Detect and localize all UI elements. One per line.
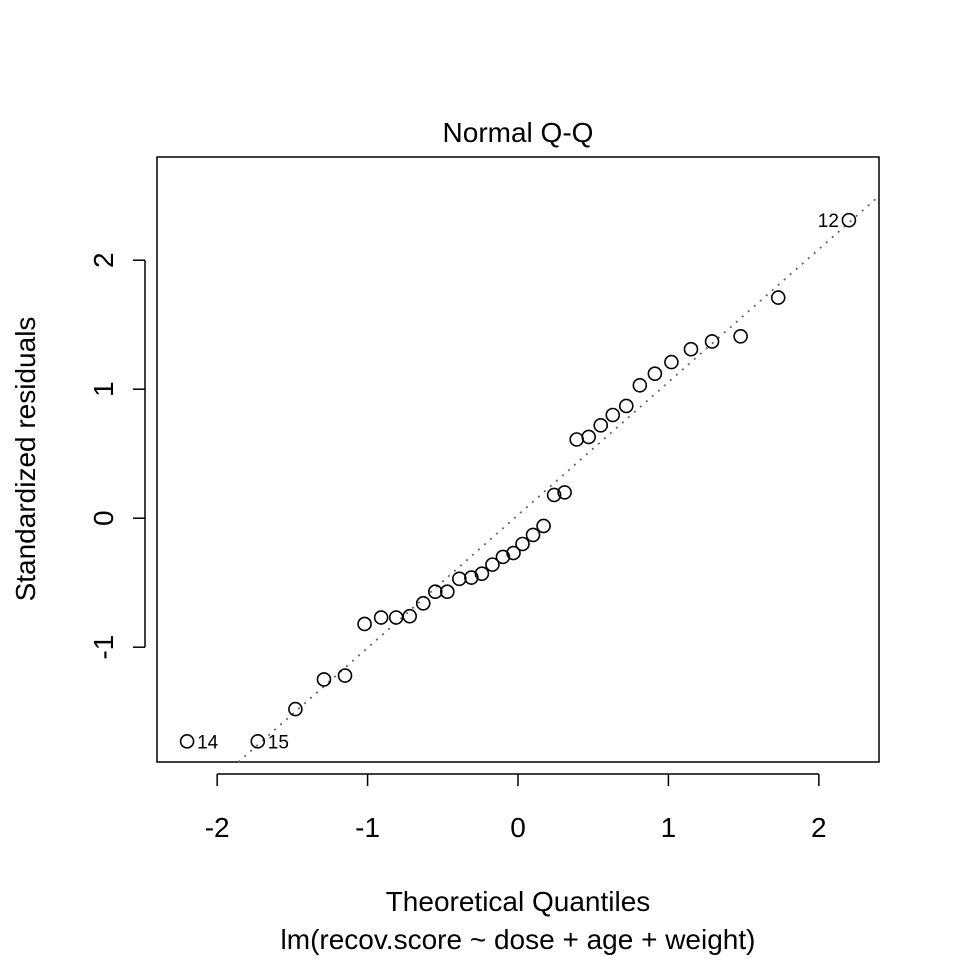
- x-tick-label: 0: [510, 812, 526, 843]
- data-point: [440, 584, 455, 600]
- data-point: [841, 212, 857, 228]
- reference-line: [237, 195, 880, 763]
- data-point: [427, 584, 443, 600]
- data-point: [770, 290, 786, 305]
- data-points: [179, 212, 857, 749]
- data-point: [452, 571, 467, 587]
- chart-subtitle: lm(recov.score ~ dose + age + weight): [281, 924, 756, 955]
- data-point: [179, 734, 195, 749]
- x-axis-label: Theoretical Quantiles: [386, 886, 651, 917]
- data-point: [569, 432, 584, 447]
- y-tick-label: 1: [88, 381, 119, 397]
- data-point: [525, 527, 541, 543]
- data-point: [415, 596, 431, 611]
- data-point: [733, 329, 748, 344]
- data-point: [402, 608, 418, 624]
- data-point: [357, 616, 372, 632]
- data-point: [250, 734, 266, 749]
- data-point: [515, 536, 530, 552]
- data-point: [495, 549, 511, 565]
- data-point: [664, 354, 679, 370]
- point-label: 12: [818, 211, 839, 232]
- data-point: [605, 407, 621, 423]
- data-point: [506, 545, 521, 561]
- x-axis: -2 -1 0 1 2: [205, 773, 827, 843]
- chart-title: Normal Q-Q: [443, 117, 594, 148]
- y-axis: -1 0 1 2: [88, 252, 146, 660]
- data-point: [373, 610, 389, 625]
- data-point: [632, 378, 648, 393]
- data-point: [485, 557, 500, 572]
- data-point: [647, 366, 663, 382]
- data-point: [618, 398, 634, 414]
- point-labels: 14 15 12: [197, 211, 839, 753]
- x-tick-label: 2: [811, 812, 827, 843]
- x-tick-label: -1: [355, 812, 380, 843]
- data-point: [536, 518, 551, 534]
- x-tick-label: 1: [661, 812, 677, 843]
- data-point: [474, 566, 490, 581]
- x-tick-label: -2: [205, 812, 230, 843]
- plot-frame: [156, 156, 880, 763]
- y-tick-label: 2: [88, 252, 119, 268]
- data-point: [288, 701, 303, 717]
- data-point: [316, 672, 332, 687]
- data-point: [557, 485, 572, 500]
- data-point: [581, 429, 596, 445]
- point-label: 14: [197, 732, 219, 753]
- data-point: [593, 418, 609, 433]
- y-axis-label: Standardized residuals: [10, 317, 41, 602]
- y-tick-label: -1: [88, 635, 119, 660]
- data-point: [337, 668, 353, 683]
- data-point: [683, 341, 699, 357]
- data-point: [704, 334, 720, 349]
- data-point: [464, 570, 479, 585]
- y-tick-label: 0: [88, 510, 119, 526]
- data-point: [546, 487, 562, 503]
- point-label: 15: [268, 732, 289, 753]
